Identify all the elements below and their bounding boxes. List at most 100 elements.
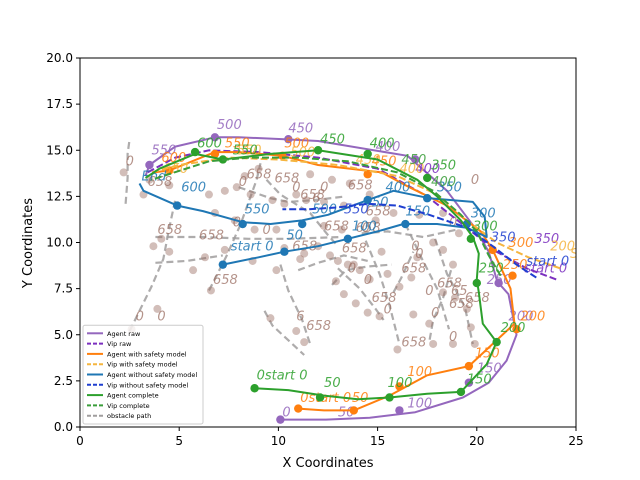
obstacle-point <box>149 242 158 251</box>
obstacle-point <box>296 255 305 264</box>
series-2-marker <box>363 170 372 179</box>
series-2-step-label: 600 <box>161 151 186 166</box>
obstacle-point <box>240 172 249 181</box>
series-6-step-label: 300 <box>473 219 498 234</box>
obstacle-step-label: 0 <box>411 240 419 255</box>
obstacle-step-label: 6 <box>296 310 304 325</box>
obstacle-path-line <box>297 254 368 272</box>
series-4-step-label: 100 <box>352 219 377 234</box>
obstacle-path-line <box>265 179 339 247</box>
obstacle-step-label: 0 <box>364 273 372 288</box>
y-axis-label: Y Coordinates <box>21 198 36 289</box>
obstacle-step-label: 0 <box>233 216 241 231</box>
obstacle-point <box>454 229 463 238</box>
legend-entry-label: obstacle path <box>107 412 151 420</box>
obstacle-step-label: 0 <box>449 330 457 345</box>
series-6-marker <box>363 149 372 159</box>
series-2-marker <box>294 404 303 413</box>
obstacle-point <box>333 256 342 265</box>
series-6-step-label: 100 <box>388 376 413 391</box>
x-tick-label: 20 <box>469 434 484 448</box>
obstacle-point <box>272 266 281 275</box>
x-axis-ticks: 0 5 10 15 20 25 <box>76 427 584 448</box>
series-6-marker <box>423 173 432 183</box>
obstacle-point <box>189 266 198 275</box>
legend-entry-label: Vip complete <box>107 402 150 410</box>
obstacle-point <box>439 245 448 254</box>
series-1-step-label: 350 <box>534 232 559 247</box>
obstacle-step-label: 658 <box>157 223 182 238</box>
series-2-marker <box>349 406 358 415</box>
series-2-step-label: 300 <box>509 236 534 251</box>
obstacle-step-label: 0 <box>136 310 144 325</box>
obstacle-point <box>320 197 329 206</box>
series-6-step-label: 600 <box>197 136 222 151</box>
series-6-marker <box>315 393 325 402</box>
series-2-step-label: 550 <box>225 136 250 151</box>
series-5-step-label: start 0 <box>526 254 569 269</box>
series-4-marker <box>423 194 432 203</box>
series-6-step-label: 250 <box>479 262 504 277</box>
obstacle-step-label: 658 <box>465 291 490 306</box>
obstacle-point <box>365 275 374 284</box>
y-tick-label: 7.5 <box>54 282 73 296</box>
series-6-step-label: 200 <box>501 321 526 336</box>
series-4-step-label: 350 <box>437 181 462 196</box>
series-4-step-label: 500 <box>312 203 337 218</box>
y-tick-label: 20.0 <box>46 51 73 65</box>
obstacle-point <box>466 323 475 332</box>
obstacle-path-line <box>364 240 401 345</box>
y-tick-label: 17.5 <box>46 97 73 111</box>
series-0-marker <box>395 406 404 415</box>
obstacle-point <box>220 186 229 195</box>
x-tick-label: 10 <box>271 434 286 448</box>
obstacle-path-line <box>434 238 474 345</box>
series-0-step-label: 400 <box>376 140 401 155</box>
series-0-step-label: 0 <box>282 406 290 421</box>
obstacle-point <box>407 273 416 282</box>
series-2-marker <box>210 149 220 159</box>
obstacle-point <box>157 234 166 243</box>
series-4-marker <box>280 247 289 256</box>
legend-entry-label: Agent complete <box>107 392 159 400</box>
y-tick-label: 2.5 <box>54 374 73 388</box>
series-6-marker <box>492 337 501 347</box>
obstacle-path-line <box>238 186 347 204</box>
obstacle-step-label: 658 <box>292 240 317 255</box>
obstacle-step-label: 0 <box>239 175 247 190</box>
series-4-marker <box>218 260 228 269</box>
obstacle-step-label: 658 <box>213 273 238 288</box>
obstacle-step-label: 658 <box>306 319 331 334</box>
series-0-step-label: 450 <box>288 121 313 136</box>
legend-box <box>82 324 204 425</box>
obstacle-point <box>331 277 340 286</box>
y-tick-label: 0.0 <box>54 420 73 434</box>
series-6-marker <box>466 234 476 244</box>
legend-entry-label: Vip without safety model <box>107 381 188 389</box>
obstacle-path-line <box>128 199 177 332</box>
obstacle-point <box>272 225 281 234</box>
obstacle-step-label: 658 <box>449 297 474 312</box>
obstacle-step-label: 658 <box>342 241 367 256</box>
y-axis-ticks: 0.0 2.5 5.0 7.5 10.0 12.5 15.0 17.5 20.0 <box>46 51 80 434</box>
obstacle-point <box>377 247 386 256</box>
x-tick-label: 0 <box>76 434 84 448</box>
obstacle-point <box>343 260 352 269</box>
obstacle-path-line <box>155 235 342 240</box>
obstacle-point <box>302 196 311 205</box>
obstacle-point <box>375 312 384 321</box>
obstacle-point <box>250 225 259 234</box>
series-4-marker <box>343 234 353 244</box>
obstacle-step-label: 0 <box>126 155 134 170</box>
series-4-marker <box>173 201 182 210</box>
legend-entry-label: Agent with safety model <box>107 350 187 358</box>
obstacle-point <box>254 164 263 173</box>
obstacle-point <box>383 269 392 278</box>
y-tick-label: 12.5 <box>46 189 73 203</box>
series-4-step-label: 50 <box>286 229 303 244</box>
obstacle-point <box>395 282 404 291</box>
obstacle-point <box>345 179 354 188</box>
obstacle-point <box>429 339 438 348</box>
series-2-step-label: 250 <box>503 258 528 273</box>
